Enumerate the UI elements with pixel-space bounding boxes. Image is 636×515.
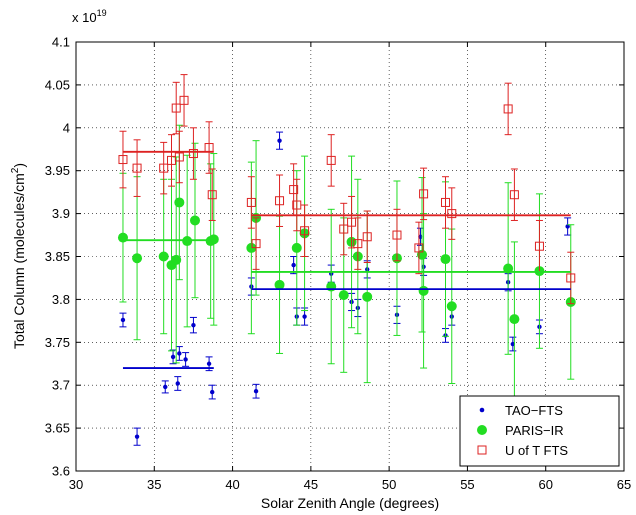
- data-point-tao-fts: [565, 224, 570, 229]
- data-point-u-of-t-fts: [441, 197, 451, 207]
- data-point-u-of-t-fts: [251, 239, 261, 249]
- data-point-u-of-t-fts: [392, 230, 402, 240]
- data-point-paris-ir: [291, 242, 302, 253]
- data-point-u-of-t-fts: [179, 95, 189, 105]
- data-point-paris-ir: [246, 242, 257, 253]
- data-point-tao-fts: [277, 138, 282, 143]
- data-point-paris-ir: [117, 232, 128, 243]
- data-point-u-of-t-fts: [207, 190, 217, 200]
- legend-item-u-of-t-fts: U of T FTS: [477, 443, 568, 458]
- y-tick-label: 3.65: [45, 421, 70, 436]
- y-tick-label: 3.7: [52, 378, 70, 393]
- y-tick-label: 3.85: [45, 249, 70, 264]
- x-tick-label: 60: [538, 477, 552, 492]
- data-point-tao-fts: [175, 381, 180, 386]
- legend-marker-u-of-t-fts: [477, 445, 487, 455]
- data-point-u-of-t-fts: [503, 104, 513, 114]
- data-point-paris-ir: [174, 197, 185, 208]
- fit-lines: [122, 150, 571, 369]
- legend-item-paris-ir: PARIS−IR: [477, 423, 564, 438]
- data-point-paris-ir: [418, 285, 429, 296]
- legend-label-paris-ir: PARIS−IR: [505, 423, 564, 438]
- y-axis-label: Total Column (molecules/cm2): [10, 163, 27, 349]
- x-tick-label: 65: [617, 477, 631, 492]
- data-point-u-of-t-fts: [353, 239, 363, 249]
- data-point-paris-ir: [189, 215, 200, 226]
- data-point-paris-ir: [132, 253, 143, 264]
- y-tick-label: 3.8: [52, 292, 70, 307]
- y-tick-label: 4.05: [45, 77, 70, 92]
- y-tick-label: 3.9: [52, 206, 70, 221]
- data-point-tao-fts: [134, 434, 140, 439]
- data-point-paris-ir: [326, 281, 337, 292]
- data-point-u-of-t-fts: [534, 241, 544, 251]
- data-point-paris-ir: [274, 279, 285, 290]
- data-point-u-of-t-fts: [339, 224, 349, 234]
- data-point-u-of-t-fts: [566, 273, 576, 283]
- data-point-tao-fts: [253, 389, 259, 394]
- data-point-tao-fts: [183, 357, 188, 362]
- data-point-u-of-t-fts: [118, 155, 128, 165]
- data-point-u-of-t-fts: [326, 155, 336, 165]
- y-multiplier: x 1019: [72, 8, 107, 25]
- data-point-u-of-t-fts: [246, 197, 256, 207]
- y-tick-label: 4: [63, 120, 70, 135]
- y-tick-label: 3.95: [45, 163, 70, 178]
- data-point-paris-ir: [509, 314, 520, 325]
- data-point-paris-ir: [503, 263, 514, 274]
- x-axis-label: Solar Zenith Angle (degrees): [261, 495, 439, 511]
- data-point-paris-ir: [362, 291, 373, 302]
- data-point-tao-fts: [302, 314, 307, 319]
- x-tick-label: 45: [304, 477, 318, 492]
- data-point-tao-fts: [210, 389, 215, 395]
- data-point-paris-ir: [440, 254, 451, 265]
- legend-label-u-of-t-fts: U of T FTS: [505, 443, 568, 458]
- series-u-of-t-fts: [118, 74, 576, 305]
- data-point-u-of-t-fts: [275, 196, 285, 206]
- data-point-u-of-t-fts: [414, 243, 424, 253]
- x-tick-label: 55: [460, 477, 474, 492]
- data-point-tao-fts: [291, 262, 296, 268]
- data-point-u-of-t-fts: [292, 200, 302, 210]
- data-point-tao-fts: [163, 384, 168, 390]
- data-point-u-of-t-fts: [300, 226, 310, 236]
- data-point-tao-fts: [170, 354, 176, 360]
- y-tick-label: 3.75: [45, 335, 70, 350]
- legend: TAO−FTS PARIS−IR U of T FTS: [459, 395, 620, 467]
- legend-label-tao-fts: TAO−FTS: [505, 403, 563, 418]
- y-tick-label: 4.1: [52, 35, 70, 50]
- x-tick-label: 40: [225, 477, 239, 492]
- data-point-u-of-t-fts: [174, 152, 184, 162]
- data-point-u-of-t-fts: [159, 163, 169, 173]
- data-point-u-of-t-fts: [362, 232, 372, 242]
- legend-marker-paris-ir: [477, 425, 487, 435]
- data-point-u-of-t-fts: [447, 209, 457, 219]
- axis-ticks: 30 35 40 45 50 55 60 65 3.6 3.65 3.7 3.75 3.8 3.85 3.9…: [45, 35, 632, 493]
- data-point-u-of-t-fts: [419, 189, 429, 199]
- legend-marker-tao-fts: [479, 407, 485, 413]
- data-point-u-of-t-fts: [347, 217, 357, 227]
- data-point-u-of-t-fts: [509, 190, 519, 200]
- legend-item-tao-fts: TAO−FTS: [479, 403, 563, 418]
- data-point-paris-ir: [158, 251, 169, 262]
- x-tick-label: 30: [69, 477, 83, 492]
- data-point-u-of-t-fts: [289, 185, 299, 195]
- data-point-tao-fts: [206, 361, 212, 366]
- x-tick-label: 50: [382, 477, 396, 492]
- data-point-tao-fts: [120, 317, 126, 323]
- data-point-tao-fts: [177, 351, 182, 356]
- data-point-u-of-t-fts: [171, 103, 181, 113]
- x-tick-label: 35: [147, 477, 161, 492]
- data-point-paris-ir: [171, 254, 182, 265]
- y-tick-label: 3.6: [52, 464, 70, 479]
- data-point-u-of-t-fts: [132, 163, 142, 173]
- data-point-paris-ir: [338, 290, 349, 301]
- data-point-u-of-t-fts: [188, 149, 198, 159]
- data-point-tao-fts: [191, 322, 196, 328]
- data-point-paris-ir: [446, 301, 457, 312]
